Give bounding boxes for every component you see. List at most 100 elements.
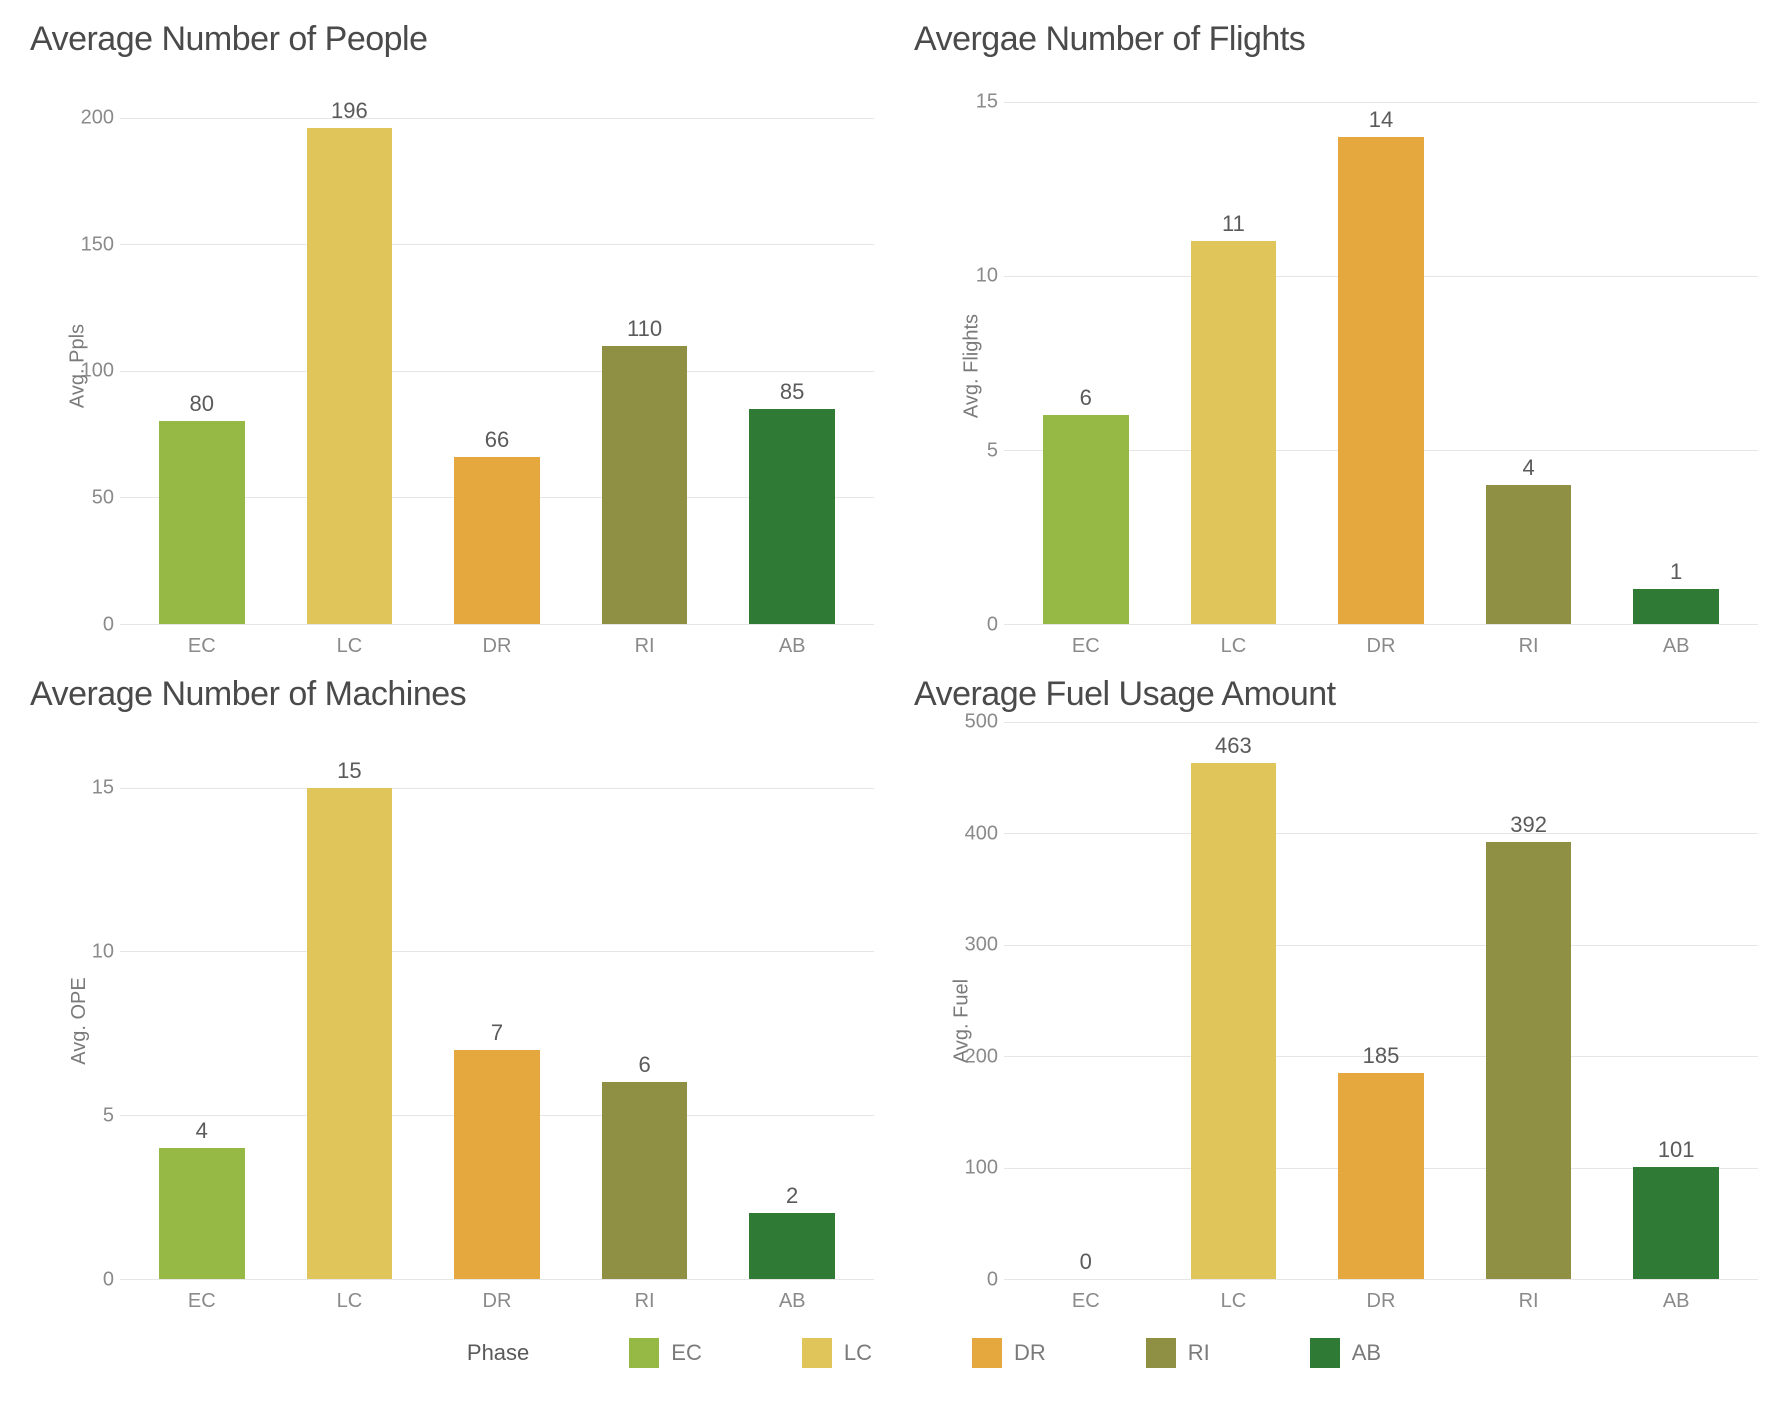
bar-value-label: 101 (1658, 1137, 1695, 1163)
bar-slot: 110RI (571, 67, 719, 624)
legend-item-dr: DR (972, 1338, 1046, 1368)
y-tick-label: 0 (987, 1269, 998, 1292)
y-tick-label: 10 (976, 265, 998, 288)
x-tick-label: RI (1519, 635, 1539, 658)
y-tick-label: 0 (987, 614, 998, 637)
y-tick-label: 15 (92, 776, 114, 799)
bar-value-label: 6 (638, 1052, 650, 1078)
x-tick-label: DR (1367, 1290, 1396, 1313)
x-tick-label: AB (779, 635, 806, 658)
y-axis: Avg. Ppls 050100150200 (30, 67, 120, 665)
y-tick-label: 300 (965, 934, 998, 957)
x-tick-label: AB (779, 1290, 806, 1313)
chart-title: Avergae Number of Flights (914, 20, 1758, 59)
chart-grid: Average Number of People Avg. Ppls 05010… (0, 0, 1788, 1320)
legend-swatch (802, 1338, 832, 1368)
bar-slot: 392RI (1455, 722, 1603, 1279)
bar-value-label: 463 (1215, 733, 1252, 759)
bar (1191, 763, 1277, 1279)
y-tick-label: 5 (103, 1104, 114, 1127)
bar-slot: 15LC (276, 722, 424, 1279)
y-tick-label: 100 (965, 1157, 998, 1180)
y-ticks: 050100150200 (54, 67, 114, 625)
bar-slot: 14DR (1307, 67, 1455, 624)
bar (1191, 241, 1277, 624)
legend-swatch (972, 1338, 1002, 1368)
y-tick-label: 400 (965, 822, 998, 845)
bar-slot: 80EC (128, 67, 276, 624)
bar-slot: 11LC (1160, 67, 1308, 624)
y-axis: Avg. Flights 051015 (914, 67, 1004, 665)
bar-value-label: 80 (190, 391, 214, 417)
legend-item-ri: RI (1146, 1338, 1210, 1368)
chart-area-machines: Avg. OPE 051015 4EC15LC7DR6RI2AB (30, 722, 874, 1320)
bar-value-label: 1 (1670, 559, 1682, 585)
bar-slot: 85AB (718, 67, 866, 624)
plot-area: 0EC463LC185DR392RI101AB (1004, 722, 1758, 1280)
bar-slot: 101AB (1602, 722, 1750, 1279)
legend-label: EC (671, 1340, 702, 1366)
bar-value-label: 0 (1080, 1249, 1092, 1275)
bar (159, 421, 245, 624)
gridline (1004, 624, 1758, 625)
x-tick-label: AB (1663, 1290, 1690, 1313)
bar-value-label: 4 (1522, 455, 1534, 481)
bar-slot: 66DR (423, 67, 571, 624)
bar-slot: 2AB (718, 722, 866, 1279)
chart-area-people: Avg. Ppls 050100150200 80EC196LC66DR110R… (30, 67, 874, 665)
bar (1486, 842, 1572, 1279)
y-tick-label: 5 (987, 439, 998, 462)
y-tick-label: 500 (965, 711, 998, 734)
bar (749, 409, 835, 624)
bar (159, 1148, 245, 1279)
bar (602, 346, 688, 625)
x-tick-label: EC (1072, 635, 1100, 658)
y-ticks: 051015 (54, 722, 114, 1280)
y-tick-label: 10 (92, 940, 114, 963)
x-tick-label: RI (1519, 1290, 1539, 1313)
bar (1338, 1073, 1424, 1279)
bar (1486, 485, 1572, 624)
bar-group: 0EC463LC185DR392RI101AB (1004, 722, 1758, 1279)
bar-value-label: 196 (331, 98, 368, 124)
plot-area: 6EC11LC14DR4RI1AB (1004, 67, 1758, 625)
legend-item-ab: AB (1310, 1338, 1381, 1368)
x-tick-label: AB (1663, 635, 1690, 658)
bar-group: 6EC11LC14DR4RI1AB (1004, 67, 1758, 624)
legend-label: LC (844, 1340, 872, 1366)
plot-area: 80EC196LC66DR110RI85AB (120, 67, 874, 625)
legend-swatch (629, 1338, 659, 1368)
bar (1633, 1167, 1719, 1280)
bar (1043, 415, 1129, 624)
x-tick-label: DR (1367, 635, 1396, 658)
legend-swatch (1146, 1338, 1176, 1368)
chart-area-fuel: Avg. Fuel 0100200300400500 0EC463LC185DR… (914, 722, 1758, 1320)
chart-title: Average Number of People (30, 20, 874, 59)
bar-slot: 0EC (1012, 722, 1160, 1279)
x-tick-label: RI (635, 635, 655, 658)
y-axis: Avg. OPE 051015 (30, 722, 120, 1320)
bar-slot: 6RI (571, 722, 719, 1279)
y-tick-label: 200 (965, 1045, 998, 1068)
bar-slot: 185DR (1307, 722, 1455, 1279)
x-tick-label: LC (1221, 635, 1247, 658)
x-tick-label: DR (483, 1290, 512, 1313)
bar (1633, 589, 1719, 624)
plot-area: 4EC15LC7DR6RI2AB (120, 722, 874, 1280)
bar-group: 80EC196LC66DR110RI85AB (120, 67, 874, 624)
bar-slot: 6EC (1012, 67, 1160, 624)
bar-slot: 4EC (128, 722, 276, 1279)
bar (454, 457, 540, 624)
x-tick-label: LC (1221, 1290, 1247, 1313)
bar (602, 1082, 688, 1279)
y-tick-label: 0 (103, 614, 114, 637)
legend-label: AB (1352, 1340, 1381, 1366)
y-ticks: 051015 (938, 67, 998, 625)
bar-value-label: 2 (786, 1183, 798, 1209)
gridline (120, 1279, 874, 1280)
y-tick-label: 15 (976, 90, 998, 113)
bar (307, 128, 393, 624)
bar-slot: 196LC (276, 67, 424, 624)
bar-slot: 4RI (1455, 67, 1603, 624)
panel-machines: Average Number of Machines Avg. OPE 0510… (30, 675, 874, 1320)
